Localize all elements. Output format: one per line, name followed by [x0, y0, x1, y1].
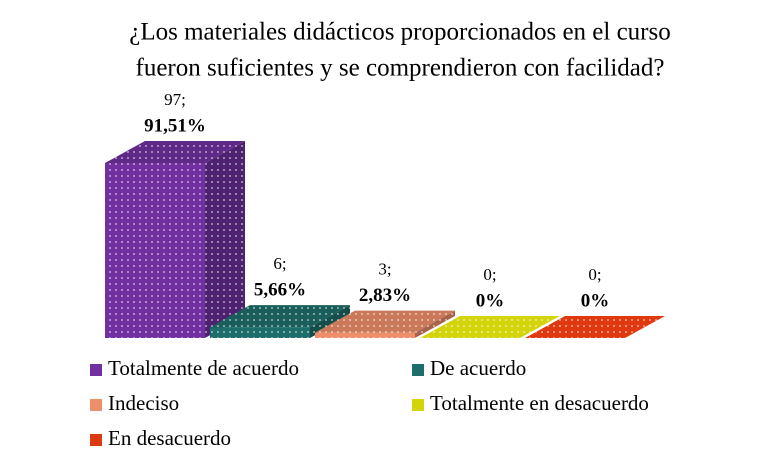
data-label: 0;	[588, 265, 601, 284]
data-label: 6;	[273, 254, 286, 273]
data-label: 5,66%	[254, 280, 306, 301]
bar-texture	[105, 141, 245, 163]
data-label: 3;	[378, 259, 391, 278]
bar-texture	[525, 316, 665, 338]
data-label: 91,51%	[144, 115, 206, 136]
bar-texture	[415, 310, 455, 338]
bar-texture	[315, 310, 455, 333]
bar-texture	[210, 305, 350, 328]
legend-swatch	[90, 364, 102, 376]
bar-texture	[310, 305, 350, 338]
legend-label: En desacuerdo	[108, 426, 231, 450]
bar-texture	[420, 316, 560, 338]
data-label: 0;	[483, 265, 496, 284]
bar-texture	[205, 141, 245, 338]
legend-label: Totalmente en desacuerdo	[430, 391, 649, 415]
data-label: 2,83%	[359, 285, 411, 306]
legend-swatch	[412, 364, 424, 376]
legend-swatch	[90, 399, 102, 411]
legend-swatch	[412, 399, 424, 411]
chart-title: ¿Los materiales didácticos proporcionado…	[129, 19, 670, 46]
bar-texture	[210, 327, 310, 338]
data-label: 0%	[581, 290, 610, 311]
bar-texture	[105, 163, 205, 338]
data-label: 97;	[164, 90, 186, 109]
legend-swatch	[90, 434, 102, 446]
legend-label: Totalmente de acuerdo	[108, 356, 299, 380]
legend-label: Indeciso	[108, 391, 179, 415]
legend-label: De acuerdo	[430, 356, 526, 380]
data-label: 0%	[476, 290, 505, 311]
bar-texture	[315, 332, 415, 338]
chart-title: fueron suficientes y se comprendieron co…	[136, 55, 665, 82]
